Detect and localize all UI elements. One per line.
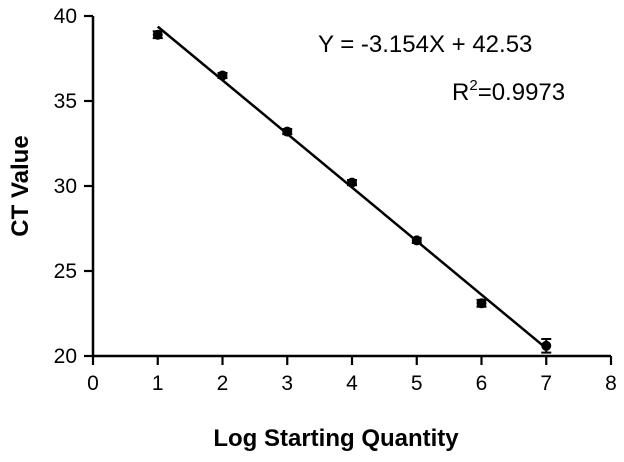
y-tick-label: 35 [54, 90, 77, 113]
data-point [217, 70, 228, 81]
y-tick-label: 40 [54, 5, 77, 28]
x-tick-label: 6 [476, 372, 488, 395]
x-tick-label: 0 [87, 372, 99, 395]
x-tick-label: 2 [217, 372, 229, 395]
y-tick-label: 30 [54, 175, 77, 198]
x-axis-title: Log Starting Quantity [213, 425, 459, 452]
x-tick-label: 5 [411, 372, 423, 395]
data-point [411, 235, 422, 246]
x-axis-ticks: 0 1 2 3 4 5 6 7 8 [87, 356, 617, 395]
y-tick-label: 25 [54, 260, 77, 283]
r-squared-prefix: R [452, 79, 469, 106]
data-point [541, 340, 552, 351]
data-point [152, 29, 163, 40]
data-point [347, 177, 357, 188]
x-tick-label: 3 [281, 372, 293, 395]
data-points [152, 29, 552, 354]
r-squared-annotation: R2=0.9973 [452, 77, 565, 106]
r-squared-superscript: 2 [469, 77, 477, 94]
y-axis-title: CT Value [7, 135, 34, 236]
data-point [282, 126, 293, 137]
r-squared-value: =0.9973 [478, 79, 565, 106]
x-tick-label: 1 [152, 372, 164, 395]
regression-equation: Y = -3.154X + 42.53 [318, 31, 532, 58]
x-tick-label: 7 [540, 372, 552, 395]
data-point [476, 298, 487, 309]
y-tick-label: 20 [54, 345, 77, 368]
x-tick-label: 8 [605, 372, 617, 395]
x-tick-label: 4 [346, 372, 358, 395]
y-axis-ticks: 20 25 30 35 40 [54, 5, 93, 368]
